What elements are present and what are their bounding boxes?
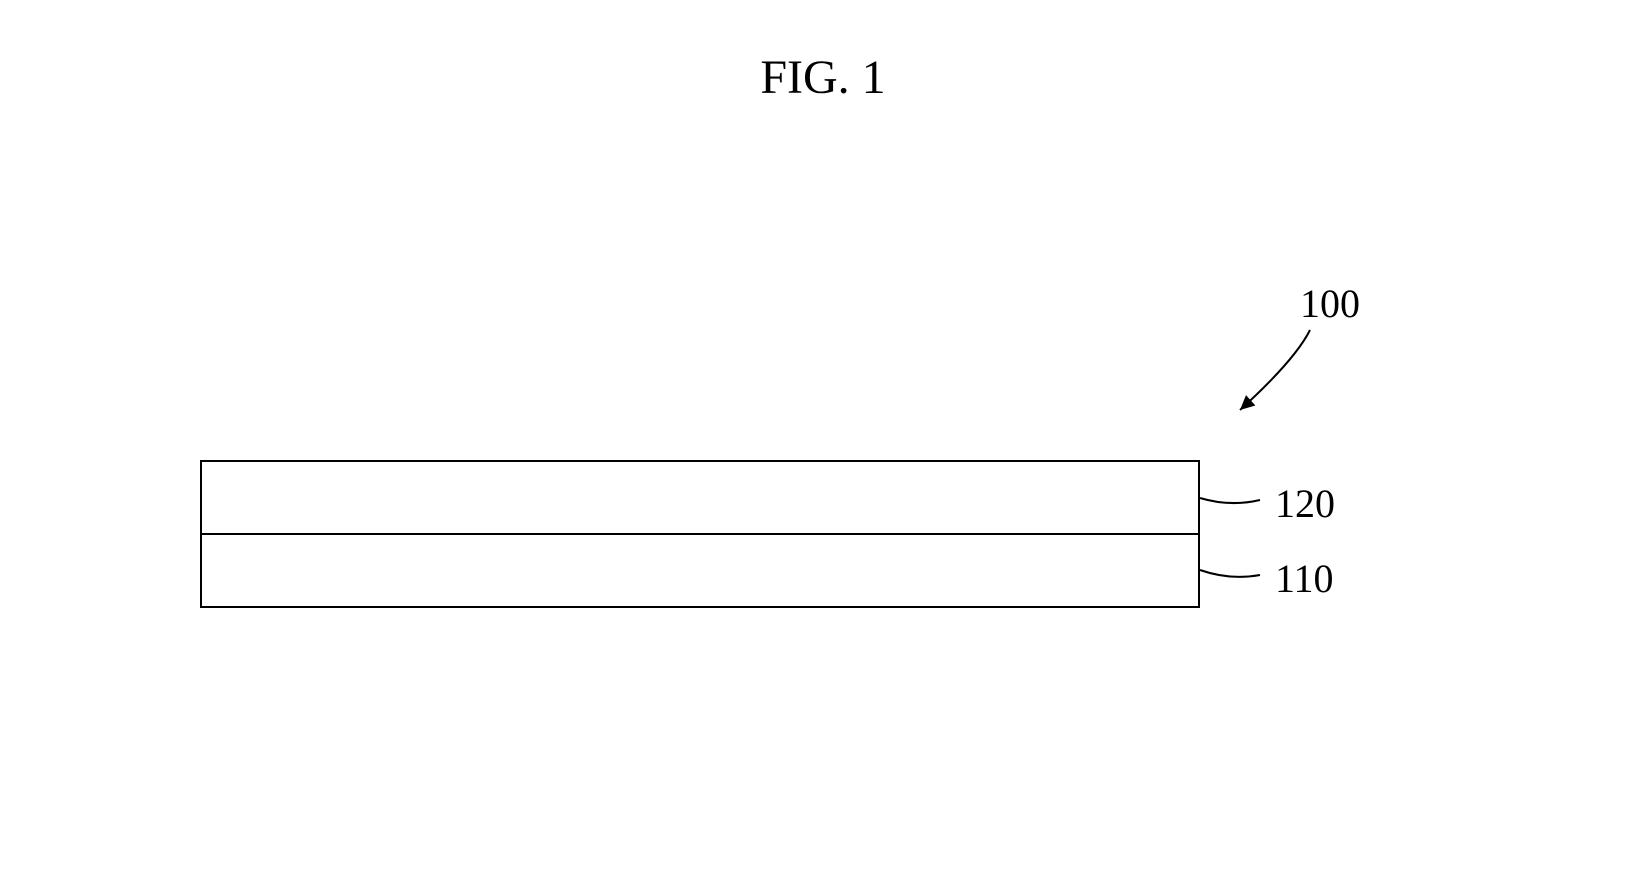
assembly-label: 100 [1300, 280, 1360, 327]
layer-120-leader [1200, 498, 1260, 503]
layer-110-leader [1200, 570, 1260, 577]
assembly-arrow [0, 0, 1646, 890]
layer-110-label: 110 [1275, 555, 1334, 602]
layer-110 [200, 533, 1200, 608]
layer-120 [200, 460, 1200, 535]
layer-120-label: 120 [1275, 480, 1335, 527]
leader-lines [0, 0, 1646, 890]
figure-title: FIG. 1 [760, 50, 885, 105]
